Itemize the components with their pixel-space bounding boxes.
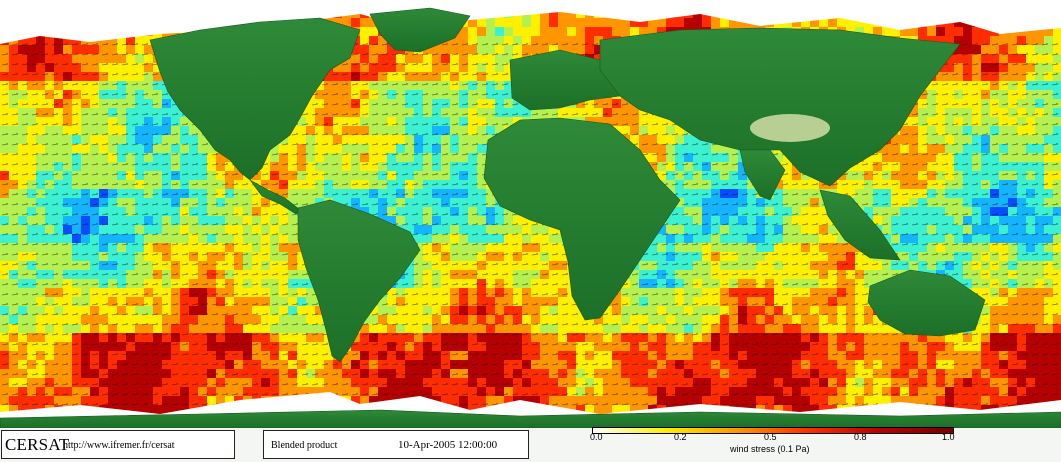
stress-cell <box>792 18 802 28</box>
stress-cell <box>1026 27 1036 37</box>
stress-cell <box>531 18 541 28</box>
stress-cell <box>495 27 505 37</box>
stress-cell <box>576 27 586 37</box>
stress-cell <box>873 27 883 37</box>
stress-cell <box>720 18 730 28</box>
stress-cell <box>351 18 361 28</box>
stress-cell <box>855 18 865 28</box>
stress-cell <box>468 27 478 37</box>
stress-cell <box>729 18 739 28</box>
stress-cell <box>540 27 550 37</box>
stress-cell <box>621 18 631 28</box>
stress-cell <box>504 18 514 28</box>
wind-stress-map <box>0 0 1061 428</box>
stress-cell <box>459 27 469 37</box>
stress-cell <box>558 18 568 28</box>
stress-cell <box>1044 27 1054 37</box>
stress-cell <box>549 18 559 28</box>
stress-cell <box>639 18 649 28</box>
stress-cell <box>909 27 919 37</box>
stress-cell <box>594 18 604 28</box>
stress-cell <box>702 18 712 28</box>
stress-cell <box>693 18 703 28</box>
stress-cell <box>657 27 667 37</box>
stress-cell <box>819 18 829 28</box>
stress-cell <box>522 27 532 37</box>
stress-cell <box>531 27 541 37</box>
stress-cell <box>972 27 982 37</box>
stress-cell <box>648 27 658 37</box>
stress-cell <box>540 9 550 19</box>
stress-cell <box>1035 27 1045 37</box>
stress-cell <box>918 27 928 37</box>
stress-cell <box>369 27 379 37</box>
stress-cell <box>477 18 487 28</box>
stress-cell <box>567 9 577 19</box>
stress-cell <box>540 18 550 28</box>
stress-cell <box>963 27 973 37</box>
stress-cell <box>549 27 559 37</box>
stress-cell <box>603 18 613 28</box>
stress-cell <box>558 9 568 19</box>
stress-cell <box>522 18 532 28</box>
stress-cell <box>837 18 847 28</box>
stress-cell <box>369 18 379 28</box>
stress-cell <box>810 18 820 28</box>
stress-cell <box>855 27 865 37</box>
stress-cell <box>657 18 667 28</box>
stress-cell <box>882 27 892 37</box>
stress-cell <box>630 27 640 37</box>
stress-cell <box>927 27 937 37</box>
stress-cell <box>360 18 370 28</box>
stress-cell <box>504 27 514 37</box>
stress-cell <box>342 18 352 28</box>
stress-cell <box>477 27 487 37</box>
stress-cell <box>954 18 964 28</box>
stress-cell <box>567 18 577 28</box>
stress-cell <box>864 27 874 37</box>
stress-cell <box>513 18 523 28</box>
stress-cell <box>1053 27 1061 37</box>
stress-cell <box>981 27 991 37</box>
stress-cell <box>495 18 505 28</box>
stress-cell <box>603 27 613 37</box>
stress-cell <box>612 18 622 28</box>
stress-cell <box>513 27 523 37</box>
stress-cell <box>612 27 622 37</box>
stress-cell <box>738 18 748 28</box>
stress-cell <box>621 27 631 37</box>
stress-cell <box>828 18 838 28</box>
stress-cell <box>675 18 685 28</box>
stress-cell <box>900 27 910 37</box>
stress-cell <box>585 18 595 28</box>
stress-cell <box>630 18 640 28</box>
stress-cell <box>891 27 901 37</box>
stress-cell <box>486 18 496 28</box>
stress-cell <box>945 27 955 37</box>
stress-cell <box>639 27 649 37</box>
stress-cell <box>666 18 676 28</box>
stress-cell <box>711 18 721 28</box>
stress-cell <box>549 9 559 19</box>
stress-cell <box>468 18 478 28</box>
stress-cell <box>936 27 946 37</box>
stress-cell <box>567 27 577 37</box>
map-canvas <box>0 0 1061 428</box>
stress-cell <box>333 18 343 28</box>
stress-cell <box>801 18 811 28</box>
stress-cell <box>846 18 856 28</box>
stress-cell <box>360 27 370 37</box>
stress-cell <box>684 18 694 28</box>
stress-cell <box>585 27 595 37</box>
stress-cell <box>486 27 496 37</box>
stress-cell <box>594 27 604 37</box>
stress-cell <box>576 18 586 28</box>
stress-cell <box>648 18 658 28</box>
stress-cell <box>558 27 568 37</box>
stress-cell <box>954 27 964 37</box>
